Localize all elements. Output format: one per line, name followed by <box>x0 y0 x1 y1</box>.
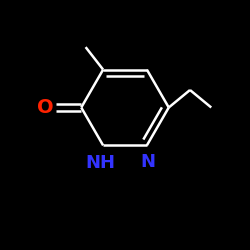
Text: N: N <box>140 153 156 171</box>
Text: NH: NH <box>86 154 116 172</box>
Text: O: O <box>36 98 53 117</box>
